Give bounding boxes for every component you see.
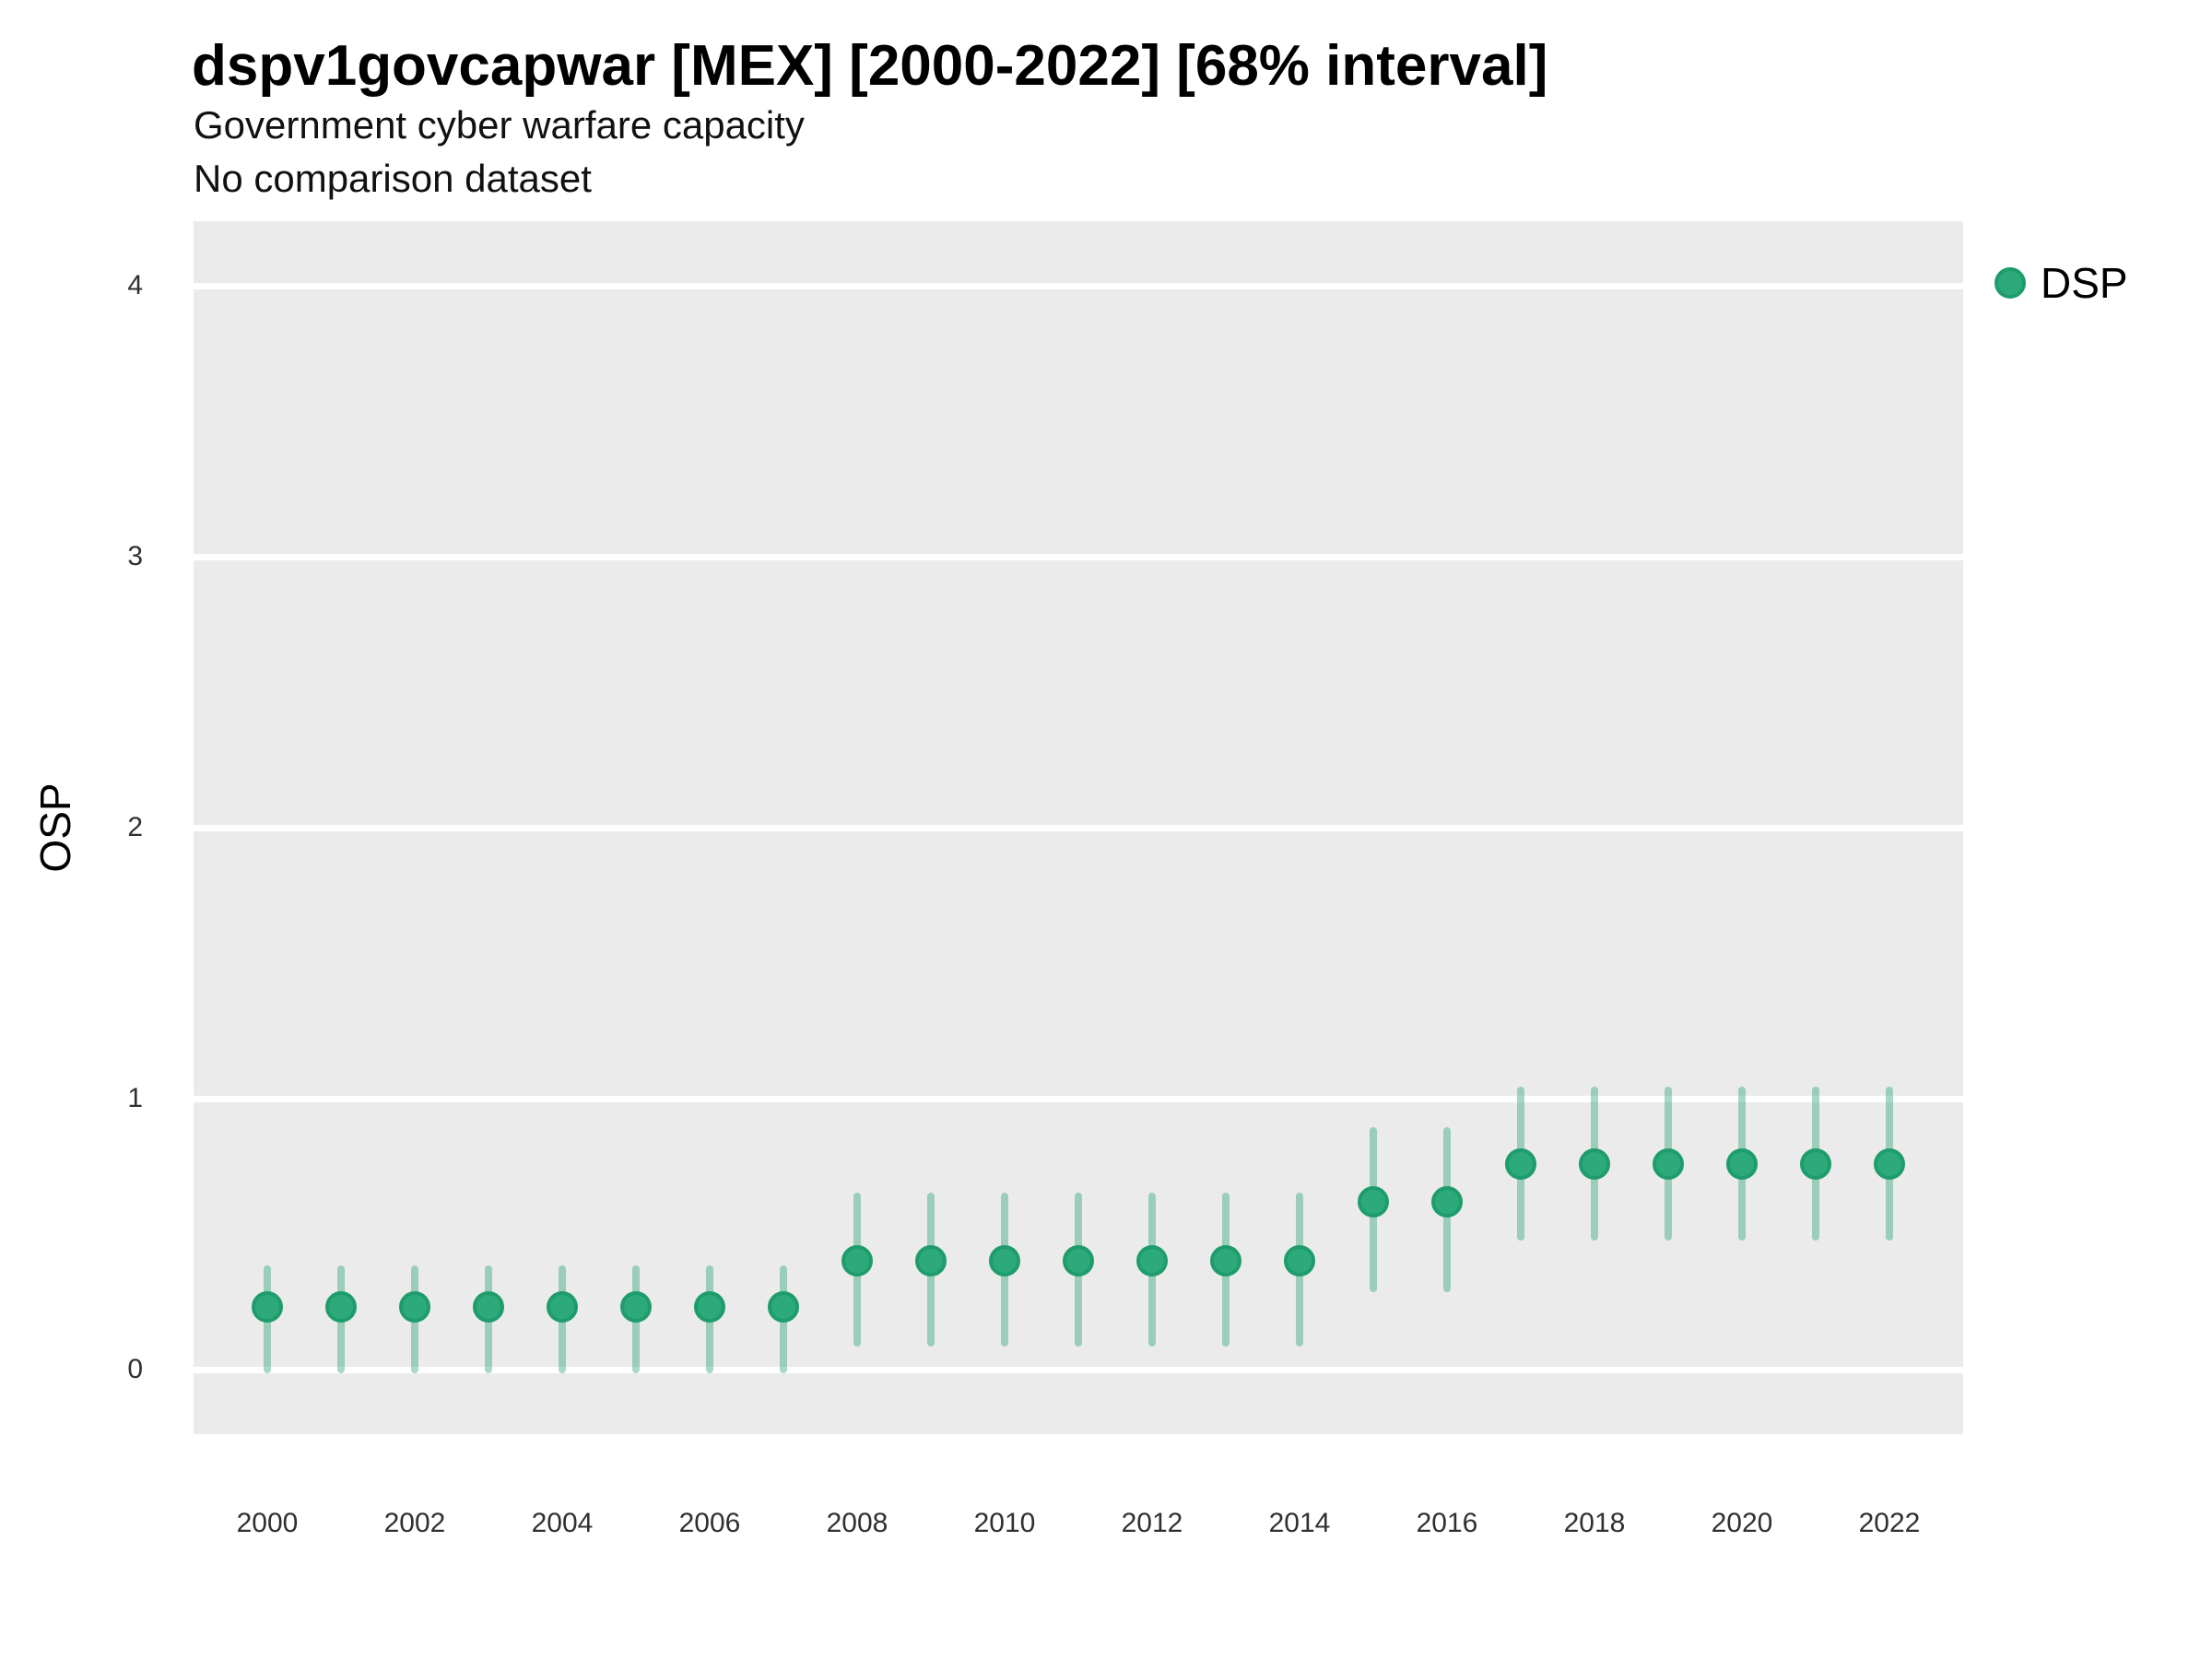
y-tick-label-1: 1 [127,1083,143,1113]
data-point-2015 [1358,1185,1389,1218]
data-point-2000 [252,1291,283,1324]
data-point-2022 [1874,1147,1905,1180]
data-point-2020 [1726,1147,1758,1180]
data-point-2016 [1431,1185,1463,1218]
data-point-2007 [768,1291,799,1324]
x-tick-label-2018: 2018 [1563,1508,1626,1538]
data-point-2003 [473,1291,504,1324]
data-point-2010 [989,1245,1020,1277]
y-tick-label-0: 0 [127,1354,143,1384]
data-point-2018 [1579,1147,1610,1180]
x-tick-label-2010: 2010 [973,1508,1036,1538]
gridline-y-0 [194,1366,1963,1373]
gridline-y-2 [194,824,1963,831]
x-tick-label-2000: 2000 [236,1508,299,1538]
data-point-2002 [399,1291,430,1324]
plot-panel [194,221,1963,1434]
x-tick-label-2016: 2016 [1416,1508,1478,1538]
gridline-y-4 [194,282,1963,289]
data-point-2008 [841,1245,873,1277]
x-tick-label-2012: 2012 [1121,1508,1183,1538]
data-point-2021 [1800,1147,1831,1180]
data-point-2001 [325,1291,357,1324]
legend: DSP [1994,258,2128,308]
y-tick-label-3: 3 [127,541,143,571]
x-tick-label-2002: 2002 [383,1508,446,1538]
gridline-y-3 [194,553,1963,560]
gridline-y-1 [194,1095,1963,1102]
legend-dsp-label: DSP [2041,259,2128,307]
data-point-2006 [694,1291,725,1324]
y-tick-label-4: 4 [127,270,143,300]
data-point-2005 [620,1291,652,1324]
chart-note: No comparison dataset [194,157,592,200]
x-tick-label-2014: 2014 [1268,1508,1331,1538]
data-point-2013 [1210,1245,1241,1277]
legend-dsp-dot-icon [1994,267,2026,299]
data-point-2009 [915,1245,947,1277]
data-point-2017 [1505,1147,1536,1180]
y-tick-label-2: 2 [127,812,143,842]
data-point-2012 [1136,1245,1168,1277]
chart-title: dspv1govcapwar [MEX] [2000-2022] [68% in… [192,34,1548,98]
data-point-2011 [1063,1245,1094,1277]
data-point-2019 [1653,1147,1684,1180]
x-tick-label-2022: 2022 [1858,1508,1921,1538]
x-tick-label-2008: 2008 [826,1508,888,1538]
x-tick-label-2004: 2004 [531,1508,594,1538]
data-point-2014 [1284,1245,1315,1277]
data-point-2004 [547,1291,578,1324]
x-tick-label-2006: 2006 [678,1508,741,1538]
x-tick-label-2020: 2020 [1711,1508,1773,1538]
chart-subtitle: Government cyber warfare capacity [194,103,805,147]
